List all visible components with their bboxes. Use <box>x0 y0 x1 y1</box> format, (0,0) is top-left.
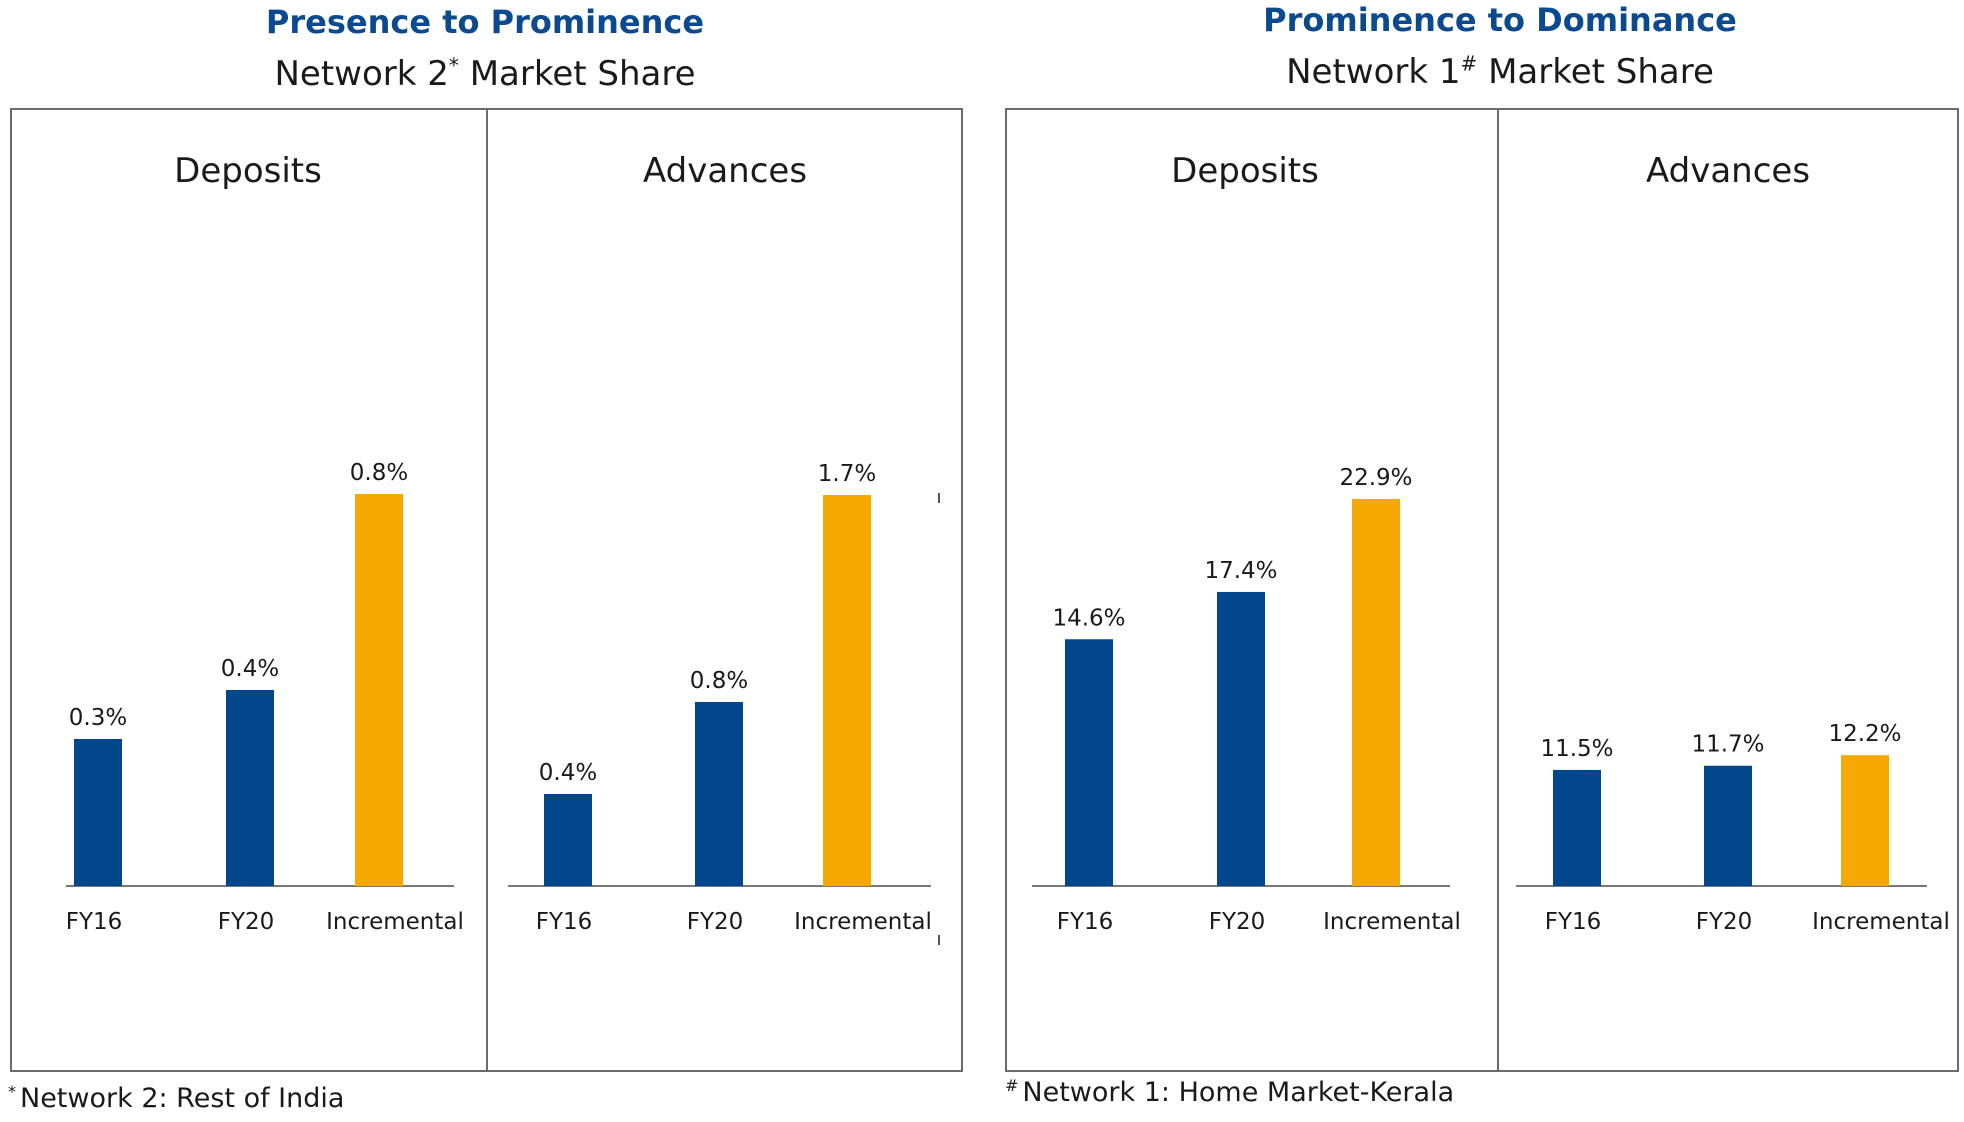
left-chart-subtitle: Network 2* Market Share <box>274 53 696 94</box>
x-tick-label: FY20 <box>687 909 744 935</box>
bar-incremental <box>1352 498 1400 886</box>
right-footnote: # Network 1: Home Market-Kerala <box>1005 1076 1455 1108</box>
bar-incremental <box>823 495 871 886</box>
x-tick-label: FY16 <box>66 909 123 935</box>
bar-fy20 <box>1704 765 1752 886</box>
x-tick-label: Incremental <box>326 909 464 935</box>
x-tick-label: FY16 <box>536 909 593 935</box>
data-label: 0.3% <box>69 705 127 731</box>
chart-right-deposits: Deposits 14.6% FY16 17.4% FY20 22.9% Increment… <box>1032 151 1461 935</box>
data-label: 14.6% <box>1052 605 1125 631</box>
left-heading: Presence to Prominence Network 2* Market… <box>160 4 810 94</box>
left-panel-frame <box>10 108 963 1072</box>
left-section-title: Presence to Prominence <box>265 3 705 41</box>
bar-incremental <box>1841 755 1889 886</box>
left-panel-divider <box>486 110 488 1070</box>
left-footnote: * Network 2: Rest of India <box>8 1082 345 1114</box>
x-tick-label: Incremental <box>1323 909 1461 935</box>
stray-tick-mark <box>938 935 940 945</box>
data-label: 0.4% <box>221 656 279 682</box>
bar-fy16 <box>1065 639 1113 886</box>
right-section-title: Prominence to Dominance <box>1263 1 1737 39</box>
bar-fy20 <box>695 702 743 886</box>
chart-title: Advances <box>1646 151 1810 191</box>
data-label: 11.7% <box>1691 732 1764 758</box>
x-tick-label: Incremental <box>794 909 932 935</box>
x-tick-label: FY20 <box>1209 909 1266 935</box>
bar-fy20 <box>1217 591 1265 886</box>
right-panel-frame <box>1005 108 1959 1072</box>
chart-title: Deposits <box>1171 151 1319 191</box>
data-label: 0.8% <box>350 460 408 486</box>
data-label: 22.9% <box>1339 465 1412 491</box>
data-label: 1.7% <box>818 461 876 487</box>
x-tick-label: FY16 <box>1545 909 1602 935</box>
data-label: 11.5% <box>1540 736 1613 762</box>
chart-left-deposits: Deposits 0.3% FY16 0.4% FY20 0.8% Incremental <box>66 151 464 935</box>
data-label: 0.8% <box>690 668 748 694</box>
chart-title: Advances <box>643 151 807 191</box>
data-label: 0.4% <box>539 760 597 786</box>
x-tick-label: FY16 <box>1057 909 1114 935</box>
bar-fy16 <box>544 794 592 886</box>
x-tick-label: FY20 <box>218 909 275 935</box>
data-label: 17.4% <box>1204 558 1277 584</box>
stray-tick-mark <box>938 493 940 503</box>
x-tick-label: FY20 <box>1696 909 1753 935</box>
chart-left-advances: Advances 0.4% FY16 0.8% FY20 1.7% Incremental <box>508 151 932 935</box>
bar-fy16 <box>1553 769 1601 886</box>
right-panel-divider <box>1497 110 1499 1070</box>
chart-title: Deposits <box>174 151 322 191</box>
right-heading: Prominence to Dominance Network 1# Marke… <box>1160 2 1840 92</box>
bar-fy16 <box>74 739 122 886</box>
chart-right-advances: Advances 11.5% FY16 11.7% FY20 12.2% Increment… <box>1516 151 1950 935</box>
right-chart-subtitle: Network 1# Market Share <box>1286 51 1714 92</box>
x-tick-label: Incremental <box>1812 909 1950 935</box>
bar-incremental <box>355 494 403 886</box>
bar-fy20 <box>226 690 274 886</box>
data-label: 12.2% <box>1828 721 1901 747</box>
